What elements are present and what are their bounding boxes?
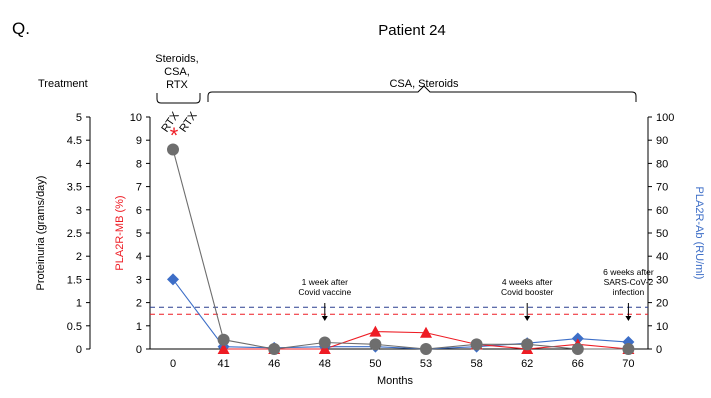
annotation-text: Covid booster xyxy=(501,287,554,297)
x-tick-label: 58 xyxy=(470,358,482,370)
rtx-asterisk: * xyxy=(170,123,179,148)
annotation-text: SARS-CoV-2 xyxy=(604,277,654,287)
x-tick-label: 48 xyxy=(319,358,331,370)
proteinuria-marker xyxy=(318,336,331,349)
x-tick-label: 50 xyxy=(369,358,381,370)
annotation-arrowhead xyxy=(625,316,632,321)
left-outer-tick-label: 3 xyxy=(76,205,82,217)
treatment-bracket-second xyxy=(207,85,637,102)
chart-title: Patient 24 xyxy=(378,22,446,39)
x-axis-label: Months xyxy=(377,375,414,387)
pla2r-ab-axis-label: PLA2R-Ab (RU/ml) xyxy=(693,187,705,280)
proteinuria-marker xyxy=(571,343,584,355)
left-outer-tick-label: 0.5 xyxy=(67,321,82,333)
proteinuria-marker xyxy=(521,338,534,351)
left-inner-tick-label: 0 xyxy=(136,344,142,356)
annotation-text: infection xyxy=(613,287,645,297)
treatment-second-label: CSA, Steroids xyxy=(389,78,459,90)
left-inner-tick-label: 7 xyxy=(136,182,142,194)
pla2r-mb-marker xyxy=(420,326,432,338)
left-inner-tick-label: 4 xyxy=(136,251,142,263)
proteinuria-axis-label: Proteinuria (grams/day) xyxy=(35,176,47,291)
right-tick-label: 30 xyxy=(656,274,668,286)
pla2r-ab-marker xyxy=(167,273,179,286)
annotation-text: 4 weeks after xyxy=(502,277,553,287)
rtx-label-2: RTX xyxy=(177,109,200,134)
proteinuria-marker xyxy=(622,343,635,355)
right-tick-label: 80 xyxy=(656,158,668,170)
x-tick-label: 0 xyxy=(170,358,176,370)
annotation-arrowhead xyxy=(321,316,328,321)
pla2r-mb-marker xyxy=(369,325,382,337)
left-inner-tick-label: 8 xyxy=(136,158,142,170)
proteinuria-marker xyxy=(217,333,230,346)
right-tick-label: 90 xyxy=(656,135,668,147)
left-outer-tick-label: 5 xyxy=(76,112,82,124)
treatment-first-line-3: RTX xyxy=(166,79,188,91)
left-outer-tick-label: 3.5 xyxy=(67,182,82,194)
treatment-first-line-1: Steroids, xyxy=(155,53,198,65)
x-tick-label: 53 xyxy=(420,358,432,370)
x-tick-label: 62 xyxy=(521,358,533,370)
annotation-text: 1 week after xyxy=(302,277,348,287)
left-outer-tick-label: 2.5 xyxy=(67,228,82,240)
treatment-bracket-first xyxy=(156,93,201,104)
left-inner-tick-label: 9 xyxy=(136,135,142,147)
x-tick-label: 70 xyxy=(622,358,634,370)
proteinuria-marker xyxy=(167,143,179,156)
left-outer-tick-label: 4 xyxy=(76,158,82,170)
treatment-first-line-2: CSA, xyxy=(164,66,190,78)
proteinuria-marker xyxy=(470,338,483,351)
x-tick-label: 66 xyxy=(572,358,584,370)
left-inner-tick-label: 1 xyxy=(136,321,142,333)
left-outer-tick-label: 1.5 xyxy=(67,274,82,286)
right-tick-label: 70 xyxy=(656,182,668,194)
annotation-text: 6 weeks after xyxy=(603,267,654,277)
right-tick-label: 10 xyxy=(656,321,668,333)
x-tick-label: 46 xyxy=(268,358,280,370)
left-outer-tick-label: 4.5 xyxy=(67,135,82,147)
right-tick-label: 40 xyxy=(656,251,668,263)
right-tick-label: 60 xyxy=(656,205,668,217)
right-tick-label: 20 xyxy=(656,298,668,310)
pla2r-mb-axis-label: PLA2R-MB (%) xyxy=(114,195,126,270)
right-tick-label: 0 xyxy=(656,344,662,356)
proteinuria-marker xyxy=(369,338,382,351)
left-outer-tick-label: 0 xyxy=(76,344,82,356)
x-tick-label: 41 xyxy=(217,358,229,370)
left-inner-tick-label: 2 xyxy=(136,298,142,310)
treatment-label: Treatment xyxy=(38,78,88,90)
proteinuria-marker xyxy=(420,343,432,355)
left-inner-tick-label: 10 xyxy=(130,112,142,124)
proteinuria-line xyxy=(172,149,629,350)
pla2r-mb-marker xyxy=(217,343,230,354)
left-inner-tick-label: 6 xyxy=(136,205,142,217)
right-tick-label: 50 xyxy=(656,228,668,240)
annotation-arrowhead xyxy=(524,316,531,321)
annotation-text: Covid vaccine xyxy=(298,287,351,297)
left-outer-tick-label: 2 xyxy=(76,251,82,263)
proteinuria-marker xyxy=(268,343,281,355)
left-inner-tick-label: 3 xyxy=(136,274,142,286)
left-outer-tick-label: 1 xyxy=(76,298,82,310)
left-inner-tick-label: 5 xyxy=(136,228,142,240)
right-tick-label: 100 xyxy=(656,112,674,124)
pla2r-ab-line xyxy=(172,279,629,350)
panel-letter: Q. xyxy=(12,19,30,38)
